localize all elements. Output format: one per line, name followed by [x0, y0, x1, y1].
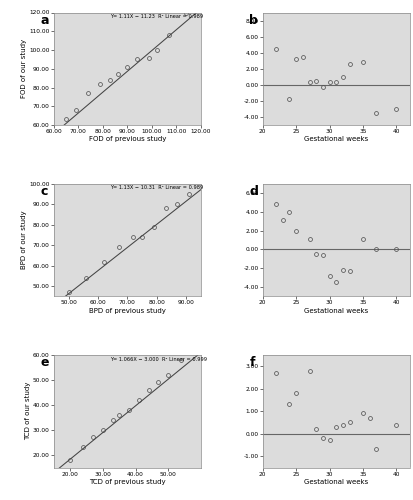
Text: f: f: [249, 356, 254, 369]
Text: c: c: [40, 185, 48, 198]
Text: e: e: [40, 356, 49, 369]
Y-axis label: TCD of our study: TCD of our study: [25, 382, 31, 440]
X-axis label: BPD of previous study: BPD of previous study: [89, 308, 166, 314]
Text: Y= 1.11X − 11.23  R² Linear = 0.989: Y= 1.11X − 11.23 R² Linear = 0.989: [109, 14, 202, 19]
X-axis label: Gestational weeks: Gestational weeks: [304, 308, 368, 314]
Text: d: d: [249, 185, 258, 198]
X-axis label: TCD of previous study: TCD of previous study: [89, 478, 165, 484]
Text: b: b: [249, 14, 258, 26]
X-axis label: Gestational weeks: Gestational weeks: [304, 136, 368, 142]
Text: a: a: [40, 14, 49, 26]
X-axis label: Gestational weeks: Gestational weeks: [304, 478, 368, 484]
Y-axis label: BPD of our study: BPD of our study: [21, 210, 27, 270]
Text: Y= 1.13X − 10.31  R² Linear = 0.989: Y= 1.13X − 10.31 R² Linear = 0.989: [109, 186, 202, 190]
Y-axis label: FOD of our study: FOD of our study: [21, 39, 27, 98]
Text: Y= 1.066X − 3.000  R² Linear = 0.999: Y= 1.066X − 3.000 R² Linear = 0.999: [109, 356, 206, 362]
X-axis label: FOD of previous study: FOD of previous study: [88, 136, 166, 142]
